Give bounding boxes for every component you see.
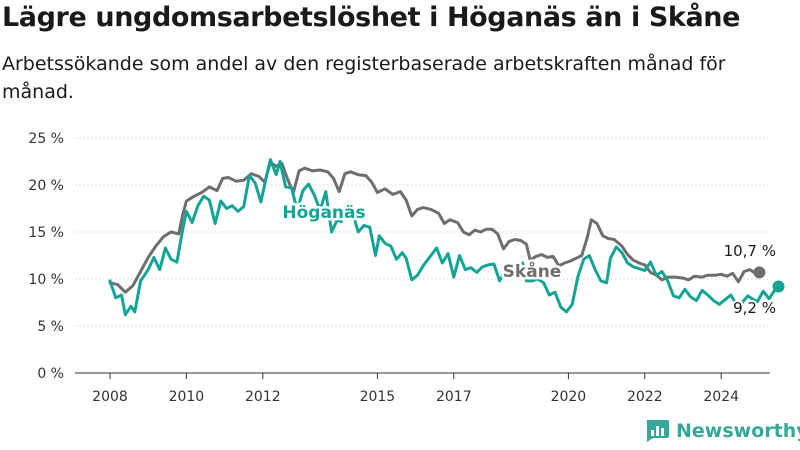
series-end-value-label: 9,2 %	[733, 299, 776, 317]
series-name-label: Höganäs	[282, 203, 365, 223]
bar-chart-logo-icon	[646, 420, 669, 442]
y-tick-label: 10 %	[28, 272, 64, 288]
x-tick-label: 2022	[627, 389, 663, 405]
x-tick-label: 2020	[551, 389, 587, 405]
x-tick-label: 2008	[92, 389, 128, 405]
y-tick-label: 25 %	[28, 131, 64, 147]
x-tick-label: 2010	[169, 389, 205, 405]
chart-subtitle: Arbetssökande som andel av den registerb…	[2, 53, 726, 103]
x-tick-label: 2015	[360, 389, 396, 405]
y-tick-label: 5 %	[37, 319, 64, 335]
y-tick-label: 20 %	[28, 178, 64, 194]
brand-name: Newsworthy	[676, 420, 800, 442]
series-end-point	[753, 266, 766, 279]
series-line-höganäs	[108, 158, 780, 317]
series-end-point	[772, 280, 785, 293]
series-lines	[108, 158, 785, 317]
x-tick-label: 2017	[436, 389, 472, 405]
newsworthy-brand: Newsworthy	[644, 419, 800, 443]
x-tick-label: 2012	[245, 389, 281, 405]
axes: 0 % 5 % 10 % 15 % 20 % 25 % 2008 2010 2012 2015 20…	[28, 131, 770, 405]
series-end-value-label: 10,7 %	[724, 242, 776, 260]
series-name-label: Skåne	[503, 260, 562, 282]
y-tick-label: 15 %	[28, 225, 64, 241]
series-labels: Skåne 10,7 % Höganäs 9,2 %	[280, 201, 778, 320]
x-tick-label: 2024	[703, 389, 739, 405]
chart-title: Lägre ungdomsarbetslöshet i Höganäs än i…	[2, 2, 741, 33]
y-tick-label: 0 %	[37, 366, 64, 382]
